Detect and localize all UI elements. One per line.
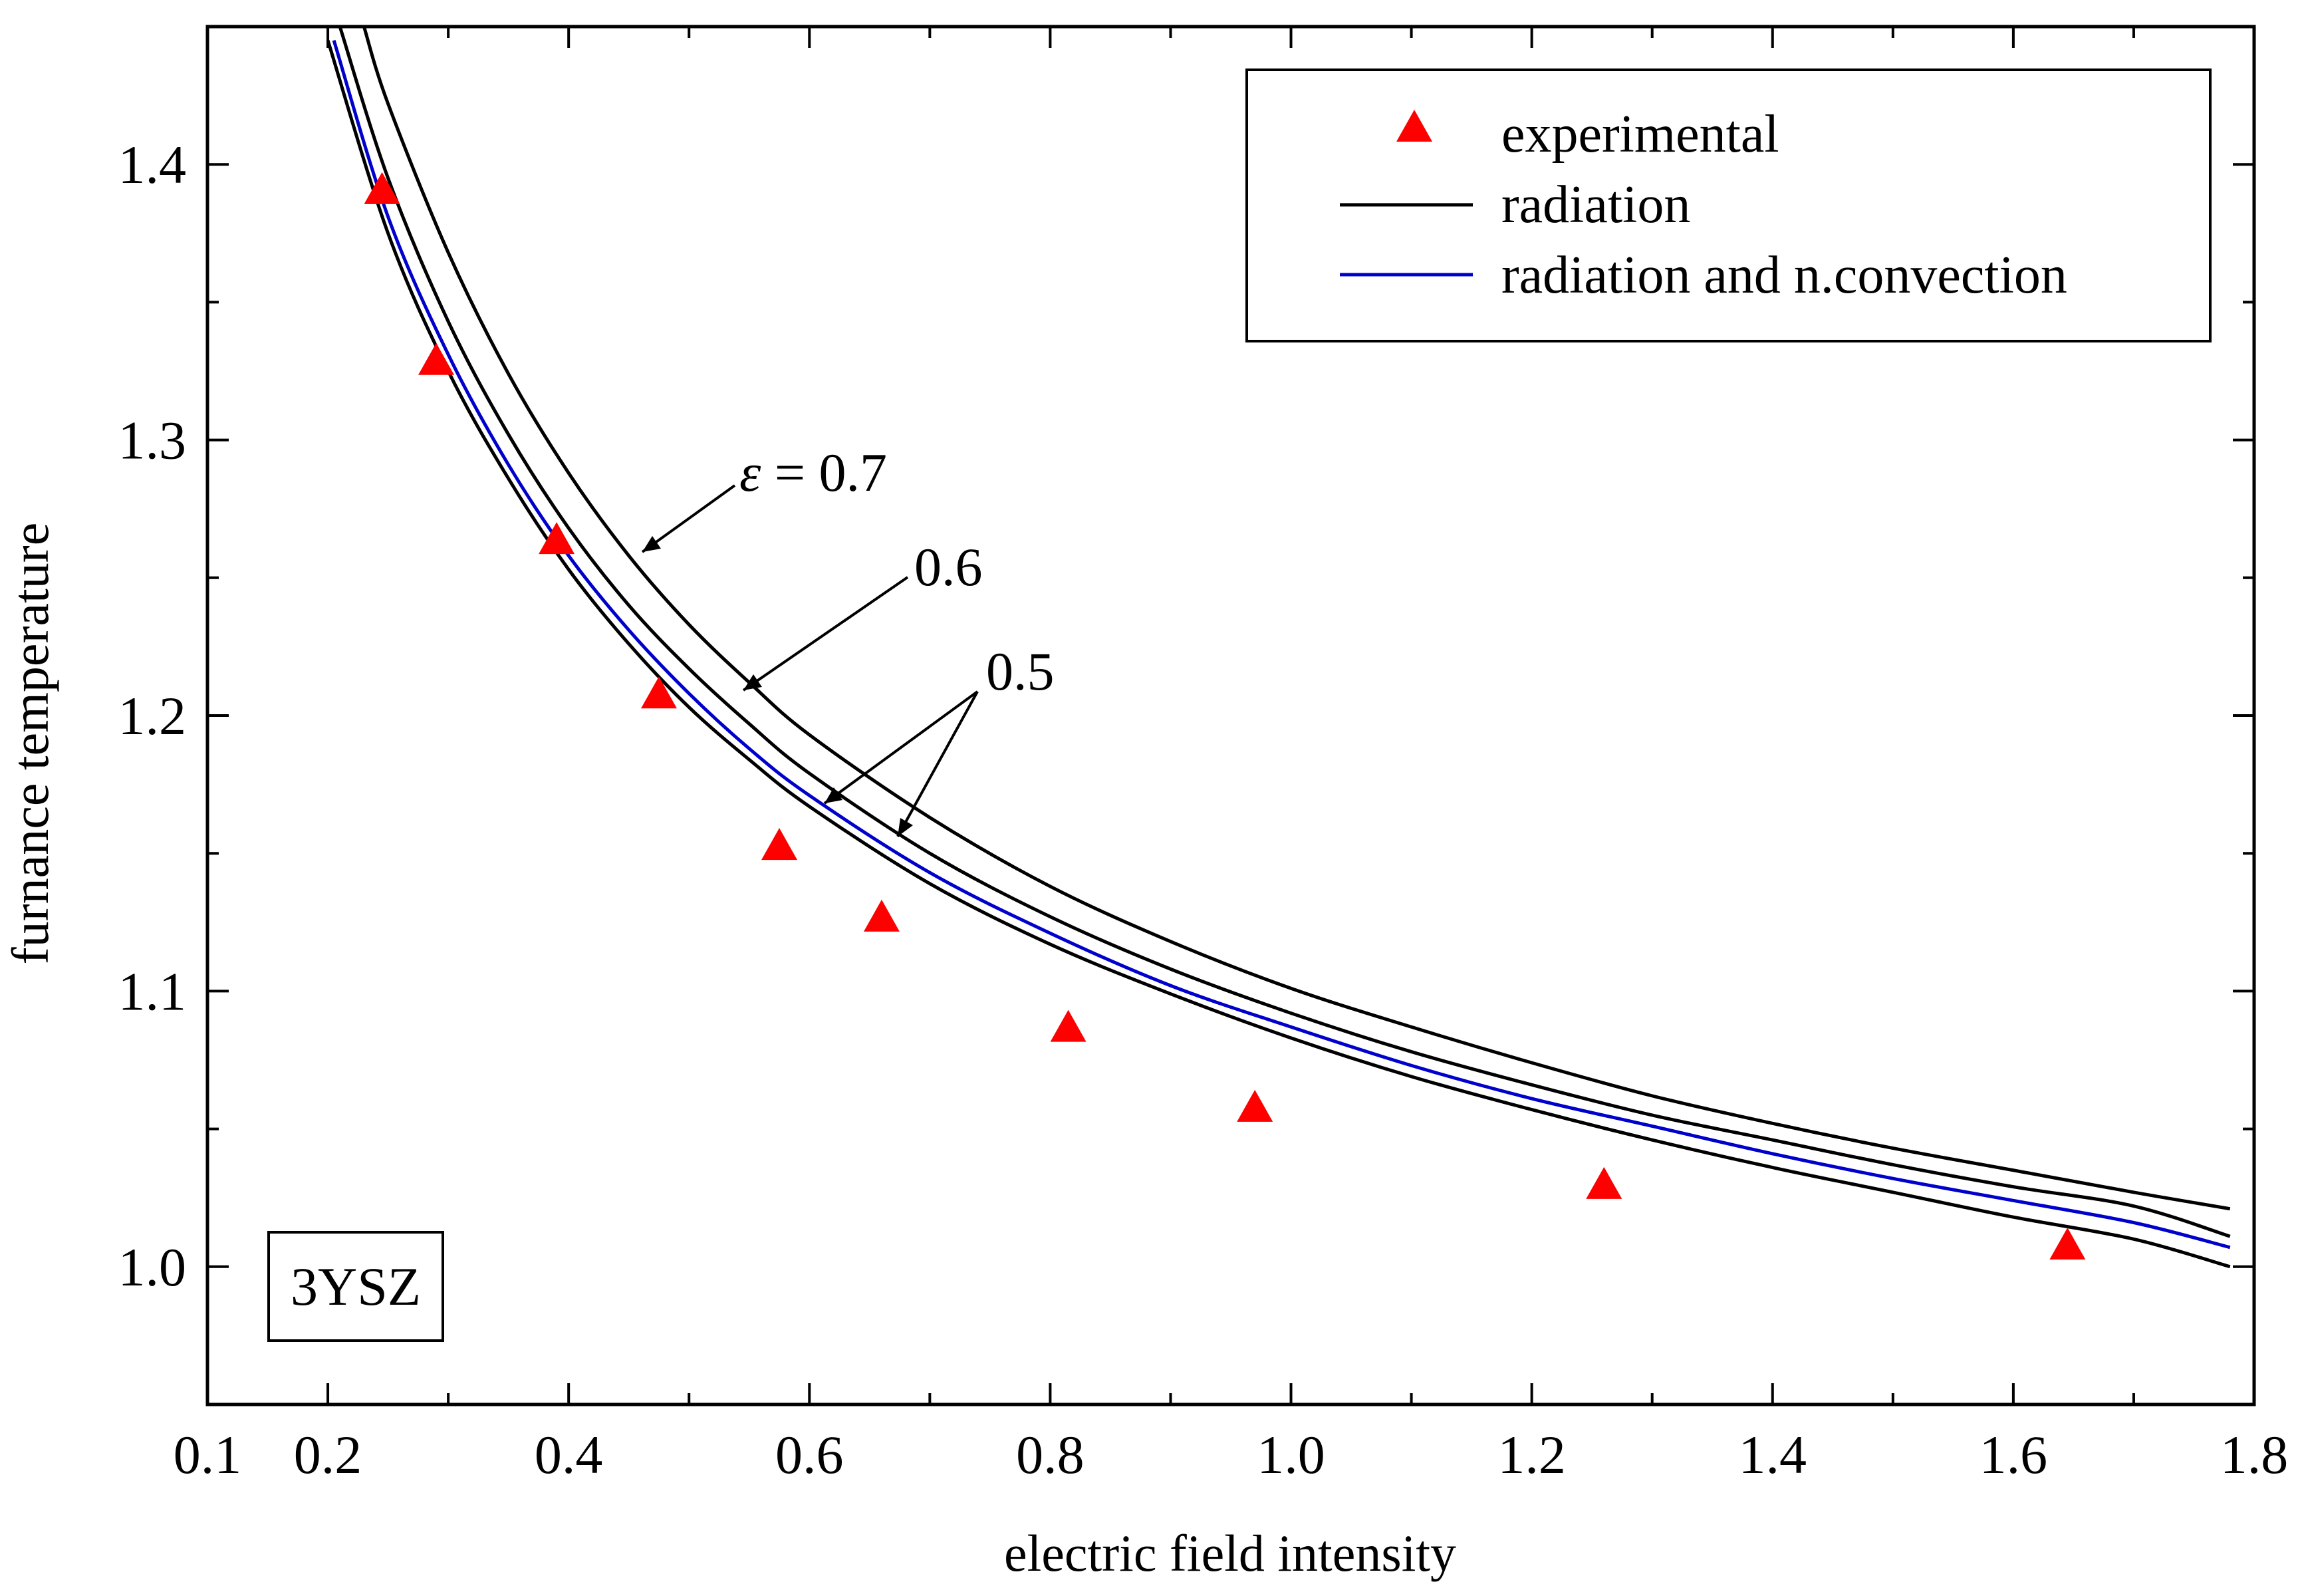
y-tick-label: 1.2	[118, 686, 187, 746]
y-tick-label: 1.3	[118, 410, 187, 471]
x-tick-label: 0.1	[174, 1424, 242, 1485]
experimental-markers	[364, 172, 2086, 1260]
experimental-point	[863, 899, 900, 932]
x-tick-label: 1.8	[2220, 1424, 2289, 1485]
experimental-point	[1586, 1166, 1622, 1199]
arrow-eps-07	[641, 484, 736, 553]
legend-radiation-label: radiation	[1501, 176, 1690, 234]
sample-tag: 3YSZ	[267, 1231, 444, 1342]
experimental-point	[1237, 1089, 1273, 1122]
x-tick-label: 0.8	[1016, 1424, 1085, 1485]
y-tick-label: 1.4	[118, 134, 187, 195]
experimental-point	[539, 522, 575, 555]
arrow-05-b	[896, 691, 979, 837]
tick-labels: 0.1 0.2 0.4 0.6 0.8 1.0 1.2 1.4 1.6 1.8 1.0 1.1 1.2 1…	[118, 134, 2289, 1485]
experimental-point	[364, 172, 400, 204]
legend: experimental radiation radiation and n.c…	[1245, 68, 2212, 342]
x-tick-label: 1.4	[1739, 1424, 1807, 1485]
legend-experimental-marker	[1396, 110, 1432, 142]
arrow-05-b-head	[898, 818, 913, 837]
y-tick-label: 1.0	[118, 1237, 187, 1297]
annotations: ε = 0.7 0.6 0.5	[641, 442, 1055, 837]
x-tick-label: 0.2	[294, 1424, 362, 1485]
arrow-05-a	[823, 690, 979, 805]
annotation-06: 0.6	[914, 537, 983, 597]
y-axis-label: furnance temperature	[1, 523, 59, 965]
x-tick-label: 1.0	[1257, 1424, 1325, 1485]
experimental-point	[2049, 1228, 2086, 1260]
radiation-curve-07	[362, 27, 2231, 1211]
experimental-point	[640, 676, 677, 709]
arrow-05-a-head	[825, 787, 842, 803]
epsilon-symbol: ε	[739, 442, 761, 503]
x-tick-label: 0.4	[535, 1424, 603, 1485]
x-axis-label: electric field intensity	[1004, 1524, 1456, 1582]
sample-tag-box	[267, 1231, 444, 1342]
y-tick-label: 1.1	[118, 961, 187, 1021]
series-layer	[326, 27, 2231, 1269]
arrow-06	[742, 576, 909, 692]
legend-experimental-label: experimental	[1501, 105, 1779, 164]
plot-frame	[205, 25, 2256, 1406]
x-tick-label: 0.6	[775, 1424, 844, 1485]
arrow-eps-07-head	[642, 536, 661, 552]
convection-curve	[332, 39, 2231, 1250]
experimental-point	[761, 828, 798, 861]
radiation-curve-06	[338, 27, 2231, 1238]
radiation-curve-05	[326, 39, 2231, 1269]
x-tick-label: 1.6	[1980, 1424, 2048, 1485]
annotation-05: 0.5	[986, 641, 1055, 702]
x-tick-label: 1.2	[1497, 1424, 1566, 1485]
experimental-point	[418, 342, 455, 375]
legend-convection-label: radiation and n.convection	[1501, 246, 2067, 305]
arrow-06-head	[743, 674, 762, 690]
annotation-eps-07: ε = 0.7	[739, 442, 887, 503]
experimental-point	[1050, 1009, 1086, 1042]
annotation-eps-07-value: = 0.7	[761, 442, 887, 503]
sample-tag-label: 3YSZ	[291, 1256, 421, 1317]
